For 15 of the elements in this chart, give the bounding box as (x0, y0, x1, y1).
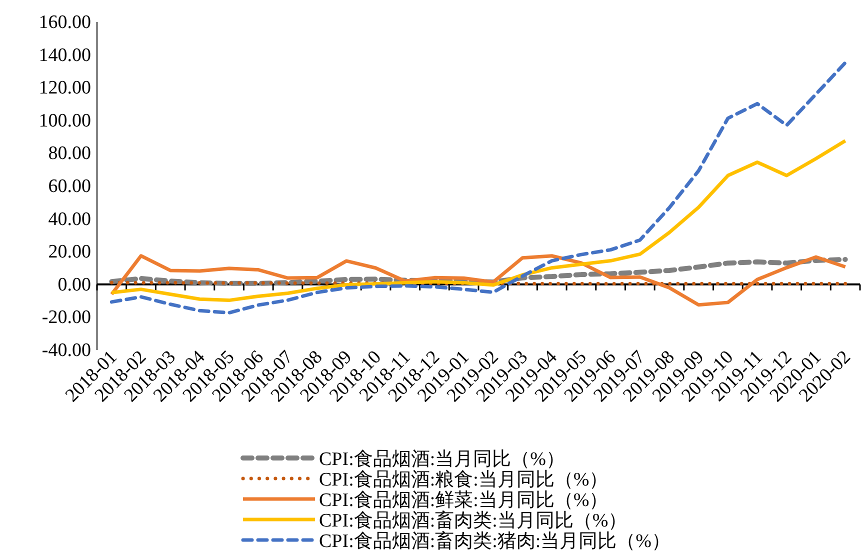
legend-label: CPI:食品烟酒:鲜菜:当月同比（%） (319, 490, 608, 511)
y-tick-label: 140.00 (38, 44, 91, 66)
y-tick-label: 20.00 (48, 242, 91, 263)
legend-label: CPI:食品烟酒:畜肉类:当月同比（%） (319, 510, 628, 532)
y-tick-label: 0.00 (58, 274, 91, 296)
y-tick-label: 60.00 (48, 176, 91, 197)
y-tick-label: 160.00 (38, 12, 91, 33)
y-tick-label: 100.00 (38, 110, 91, 132)
legend-label: CPI:食品烟酒:畜肉类:猪肉:当月同比（%） (319, 530, 671, 552)
y-tick-label: -20.00 (42, 307, 91, 328)
y-tick-label: 40.00 (48, 208, 91, 230)
y-tick-label: 120.00 (38, 78, 91, 99)
y-tick-label: 80.00 (48, 143, 91, 164)
legend-label: CPI:食品烟酒:当月同比（%） (319, 449, 565, 470)
legend-label: CPI:食品烟酒:粮食:当月同比（%） (319, 470, 608, 490)
